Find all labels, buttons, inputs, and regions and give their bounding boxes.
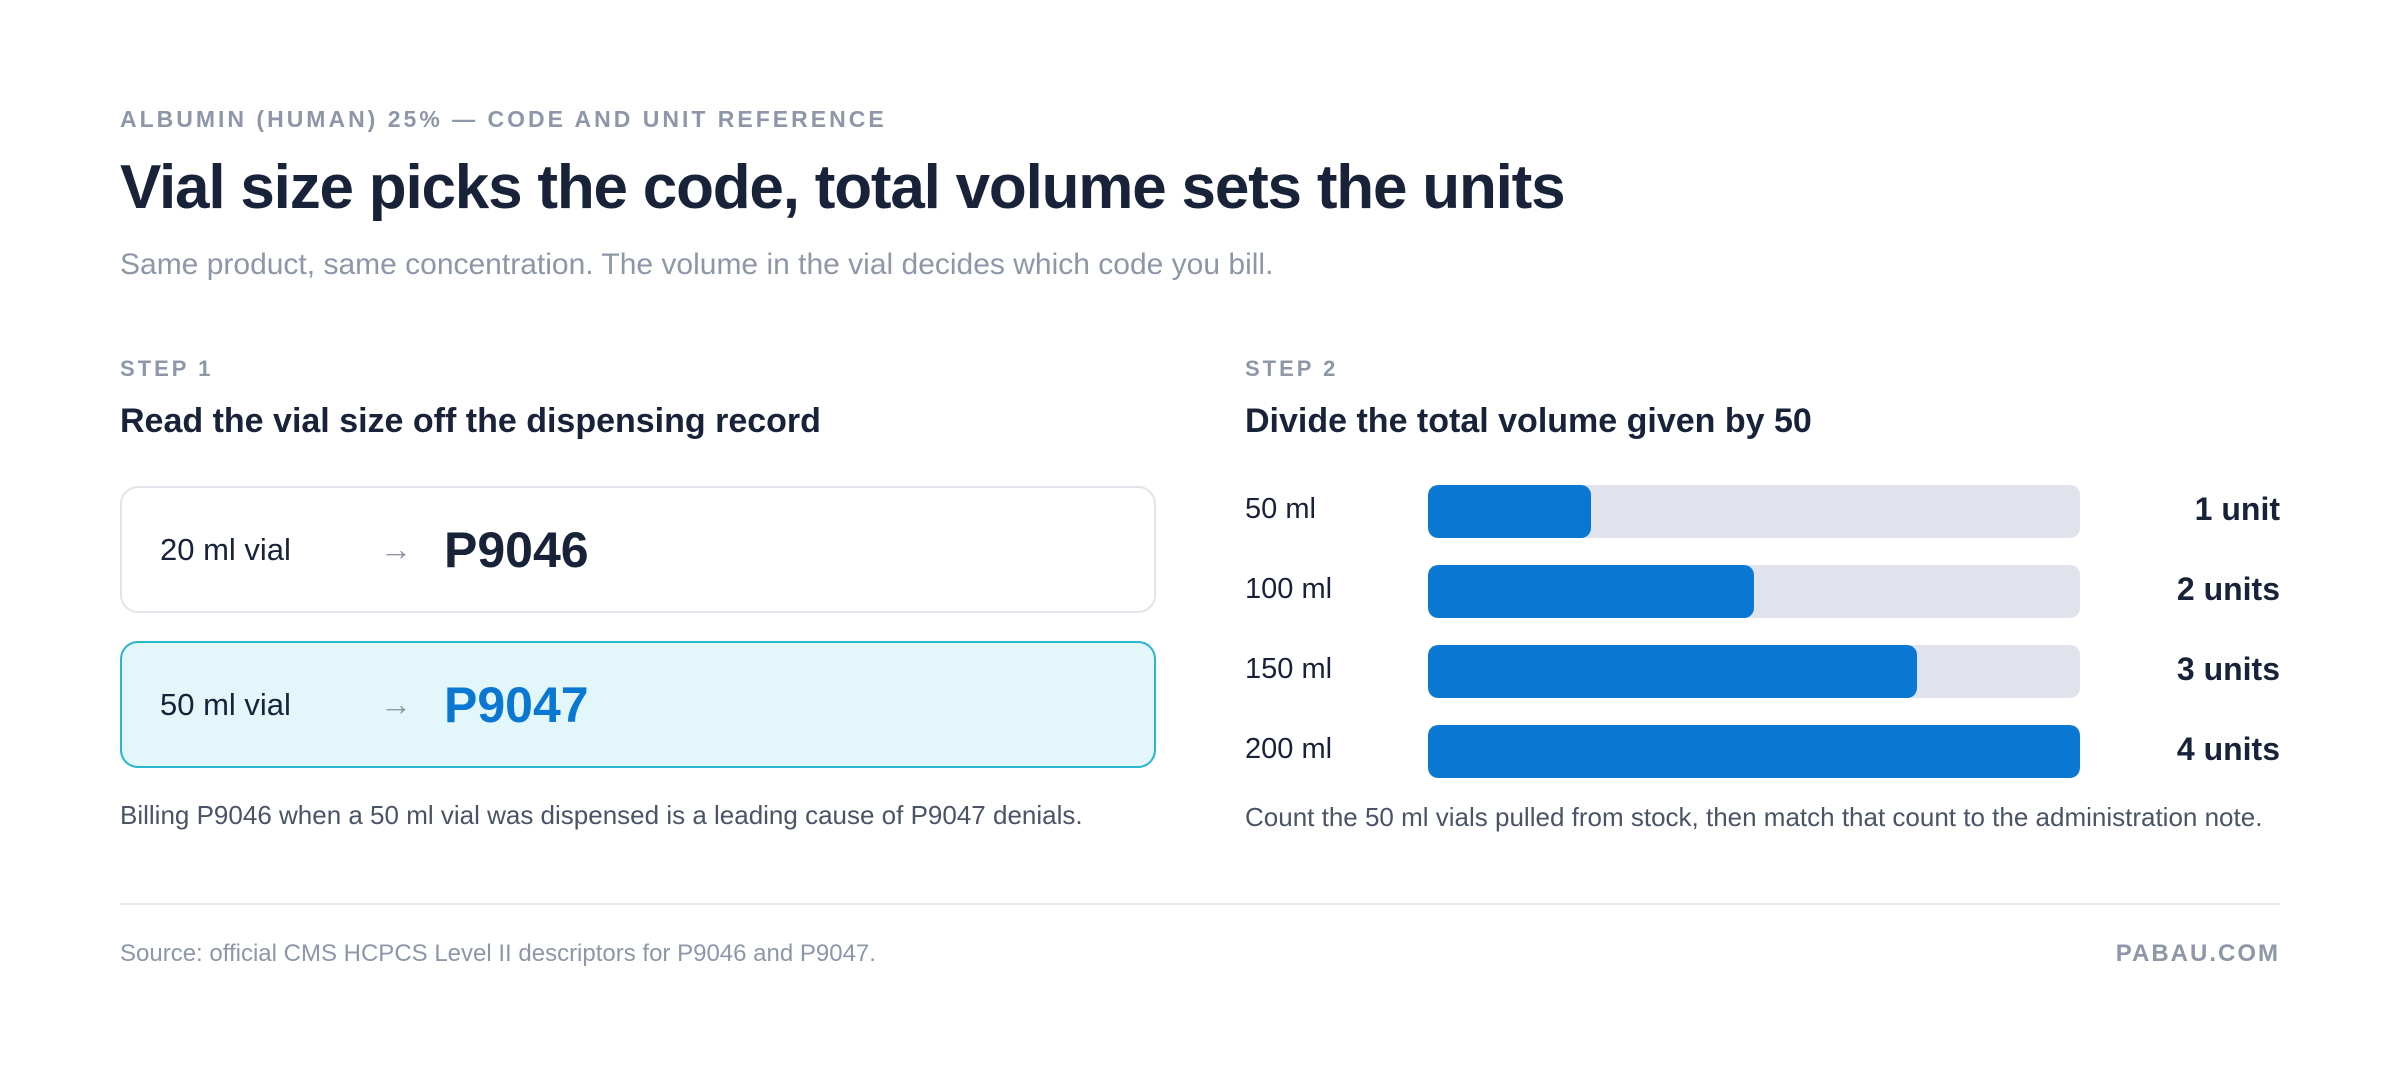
bar-volume-label: 200 ml: [1245, 733, 1333, 765]
source-note: Source: official CMS HCPCS Level II desc…: [120, 940, 876, 967]
step-2-label: STEP 2: [1245, 356, 1339, 381]
vial-code: P9047: [444, 676, 589, 733]
bar-volume-label: 100 ml: [1245, 573, 1333, 605]
bar-fill: [1428, 565, 1754, 618]
step-1-heading: Read the vial size off the dispensing re…: [120, 402, 821, 440]
bar-units-label: 4 units: [2176, 731, 2280, 767]
vial-size-label: 20 ml vial: [160, 531, 291, 567]
bar-track: [1428, 485, 2080, 538]
step-2-panel: STEP 2 Divide the total volume given by …: [1245, 356, 2280, 441]
bar-track: [1428, 725, 2080, 778]
eyebrow: ALBUMIN (HUMAN) 25% — CODE AND UNIT REFE…: [120, 106, 887, 132]
bar-units-label: 2 units: [2176, 571, 2280, 607]
vial-card-50ml: 50 ml vial → P9047: [120, 641, 1156, 768]
vial-card-20ml: 20 ml vial → P9046: [120, 486, 1156, 613]
arrow-right-icon: →: [380, 686, 412, 722]
bar-units-label: 3 units: [2176, 651, 2280, 687]
step-1-note: Billing P9046 when a 50 ml vial was disp…: [120, 800, 1083, 830]
page-title: Vial size picks the code, total volume s…: [120, 153, 1566, 222]
arrow-right-icon: →: [380, 531, 412, 567]
bar-volume-label: 150 ml: [1245, 653, 1333, 685]
bar-fill: [1428, 725, 2080, 778]
step-1-panel: STEP 1 Read the vial size off the dispen…: [120, 356, 1156, 441]
step-2-note: Count the 50 ml vials pulled from stock,…: [1245, 802, 2263, 832]
bar-fill: [1428, 485, 1591, 538]
bar-track: [1428, 565, 2080, 618]
brand-wordmark: PABAU.COM: [2115, 940, 2280, 967]
step-2-heading: Divide the total volume given by 50: [1245, 402, 1812, 440]
page-subtitle: Same product, same concentration. The vo…: [120, 248, 1274, 281]
step-1-label: STEP 1: [120, 356, 214, 381]
bar-row-100ml: 100 ml 2 units: [1245, 565, 2280, 618]
bar-fill: [1428, 645, 1917, 698]
vial-size-label: 50 ml vial: [160, 686, 291, 722]
bar-volume-label: 50 ml: [1245, 493, 1316, 525]
footer-divider: [120, 903, 2280, 905]
bar-units-label: 1 unit: [2194, 491, 2280, 527]
vial-code: P9046: [444, 521, 589, 578]
infographic: ALBUMIN (HUMAN) 25% — CODE AND UNIT REFE…: [120, 0, 2280, 1078]
bar-row-200ml: 200 ml 4 units: [1245, 725, 2280, 778]
bar-row-50ml: 50 ml 1 unit: [1245, 485, 2280, 538]
bar-row-150ml: 150 ml 3 units: [1245, 645, 2280, 698]
bar-track: [1428, 645, 2080, 698]
